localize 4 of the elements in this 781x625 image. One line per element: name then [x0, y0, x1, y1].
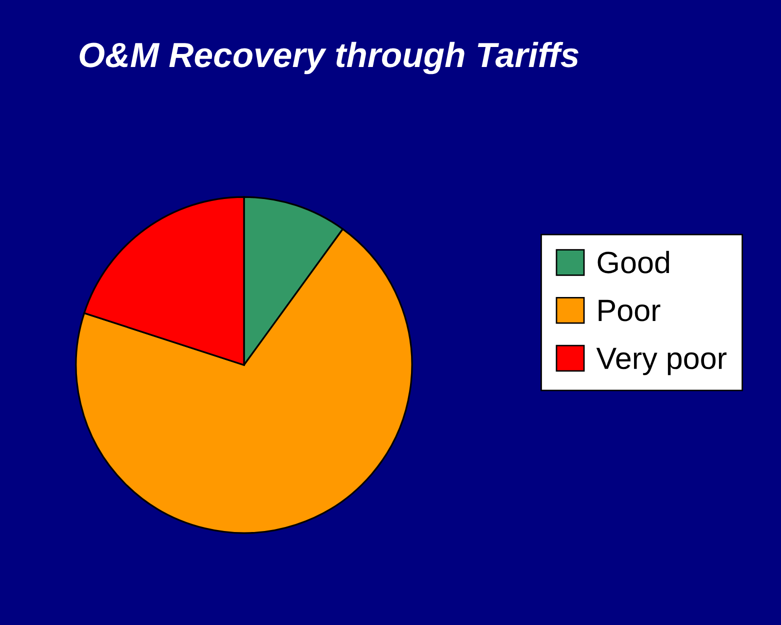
chart-title: O&M Recovery through Tariffs — [80, 42, 578, 74]
legend-label: Very poor — [596, 348, 727, 376]
legend-label: Poor — [598, 300, 660, 322]
legend-label: Good — [598, 250, 670, 274]
